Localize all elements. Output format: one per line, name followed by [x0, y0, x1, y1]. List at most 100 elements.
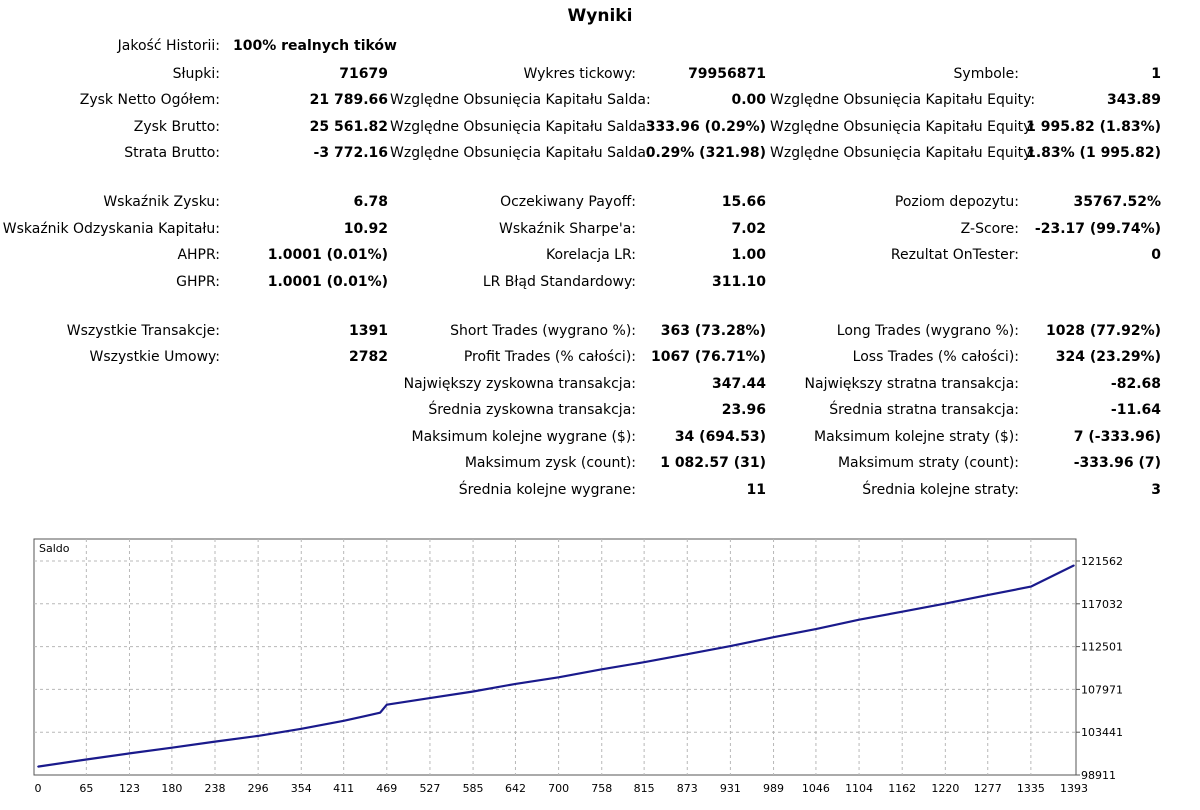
stat-value: 1 — [1151, 66, 1161, 82]
stat-label: Poziom depozytu: — [894, 194, 1019, 210]
stat-value: 363 (73.28%) — [660, 323, 766, 339]
stat-value: 71679 — [339, 66, 388, 82]
x-tick-label: 989 — [763, 782, 784, 795]
balance-point — [686, 653, 689, 655]
stat-value: 7.02 — [731, 221, 766, 237]
stat-label: Słupki: — [172, 66, 220, 82]
x-tick-label: 1335 — [1017, 782, 1045, 795]
balance-point — [557, 676, 560, 679]
x-tick-label: 1162 — [888, 782, 916, 795]
stat-label: Względne Obsunięcia Kapitału Equity: — [770, 92, 1036, 108]
stat-value: 1067 (76.71%) — [651, 349, 766, 365]
stat-value: 1.0001 (0.01%) — [267, 274, 388, 290]
y-tick-label: 117032 — [1081, 598, 1123, 611]
x-tick-label: 527 — [419, 782, 440, 795]
x-tick-label: 1277 — [974, 782, 1002, 795]
stat-label: Największy zyskowna transakcja: — [403, 376, 636, 392]
stat-label: Wykres tickowy: — [523, 66, 636, 82]
balance-point — [986, 594, 989, 596]
stat-label: Średnia zyskowna transakcja: — [428, 402, 636, 418]
balance-point — [944, 602, 947, 605]
stat-label: Średnia kolejne straty: — [862, 482, 1019, 498]
balance-point — [379, 711, 381, 714]
x-tick-label: 931 — [720, 782, 741, 795]
balance-point — [729, 645, 732, 647]
x-tick-label: 642 — [505, 782, 526, 795]
stat-label: Wskaźnik Odzyskania Kapitału: — [2, 221, 220, 237]
x-tick-label: 1393 — [1060, 782, 1088, 795]
stat-label: Zysk Brutto: — [133, 119, 220, 135]
stat-label: Wskaźnik Sharpe'a: — [499, 221, 636, 237]
stat-value: 25 561.82 — [309, 119, 388, 135]
stat-value: -82.68 — [1110, 376, 1161, 392]
stat-value: 1 995.82 (1.83%) — [1026, 119, 1161, 135]
balance-point — [386, 703, 388, 706]
stat-value: -23.17 (99.74%) — [1034, 221, 1161, 237]
stat-value: 21 789.66 — [309, 92, 388, 108]
balance-point — [364, 715, 367, 717]
x-tick-label: 585 — [463, 782, 484, 795]
y-tick-label: 107971 — [1081, 683, 1123, 696]
x-tick-label: 238 — [205, 782, 226, 795]
x-tick-label: 296 — [248, 782, 269, 795]
stat-label: Wskaźnik Zysku: — [103, 194, 220, 210]
y-tick-label: 112501 — [1081, 641, 1123, 654]
x-tick-label: 1220 — [931, 782, 959, 795]
stat-value: 1 082.57 (31) — [660, 455, 766, 471]
stat-value: -11.64 — [1110, 402, 1161, 418]
stat-label: Względne Obsunięcia Kapitału Salda: — [390, 92, 651, 108]
stat-label: Zysk Netto Ogółem: — [79, 92, 220, 108]
balance-point — [815, 628, 817, 630]
stat-value: 6.78 — [353, 194, 388, 210]
y-tick-label: 98911 — [1081, 769, 1116, 782]
stat-value: -333.96 (7) — [1073, 455, 1161, 471]
balance-point — [37, 765, 39, 768]
x-tick-label: 1046 — [802, 782, 830, 795]
balance-point — [85, 758, 88, 761]
balance-point — [472, 690, 474, 693]
x-tick-label: 65 — [79, 782, 93, 795]
stat-label: Maksimum zysk (count): — [464, 455, 636, 471]
plot-frame — [33, 538, 1077, 776]
stat-label: Maksimum straty (count): — [837, 455, 1019, 471]
stat-label: AHPR: — [177, 247, 220, 263]
stat-label: Największy stratna transakcja: — [804, 376, 1019, 392]
balance-point — [600, 668, 603, 671]
x-tick-label: 0 — [35, 782, 42, 795]
y-tick-label: 103441 — [1081, 726, 1123, 739]
stat-value: 324 (23.29%) — [1055, 349, 1161, 365]
history-quality-label: Jakość Historii: — [117, 38, 220, 54]
stat-label: Względne Obsunięcia Kapitału Salda: — [390, 145, 651, 161]
balance-point — [257, 735, 259, 737]
stat-value: 1028 (77.92%) — [1046, 323, 1161, 339]
y-tick-label: 121562 — [1081, 555, 1123, 568]
stat-value: 34 (694.53) — [674, 429, 766, 445]
stat-label: Średnia kolejne wygrane: — [458, 482, 636, 498]
balance-point — [300, 728, 303, 730]
stat-value: 1.83% (1 995.82) — [1026, 145, 1161, 161]
x-tick-label: 354 — [291, 782, 312, 795]
stat-value: 35767.52% — [1073, 194, 1161, 210]
x-tick-label: 469 — [376, 782, 397, 795]
balance-point — [858, 618, 860, 621]
x-tick-label: 815 — [634, 782, 655, 795]
stat-label: Symbole: — [953, 66, 1019, 82]
x-tick-label: 700 — [548, 782, 569, 795]
x-tick-label: 123 — [119, 782, 140, 795]
stat-label: Rezultat OnTester: — [890, 247, 1019, 263]
stat-label: Wszystkie Transakcje: — [66, 323, 220, 339]
results-title: Wyniki — [567, 6, 633, 26]
balance-point — [514, 683, 517, 685]
stat-label: Z-Score: — [960, 221, 1019, 237]
stat-label: Korelacja LR: — [545, 247, 636, 263]
stat-value: 15.66 — [721, 194, 766, 210]
stat-value: 1.00 — [731, 247, 766, 263]
stat-label: Względne Obsunięcia Kapitału Equity: — [770, 119, 1036, 135]
stat-value: 11 — [746, 482, 766, 498]
balance-point — [171, 746, 173, 749]
balance-chart: 0 65 123 180 238 296 354 411 469 527 585 642 700 758 8… — [33, 538, 1123, 795]
chart-title: Saldo — [39, 542, 70, 555]
stat-label: Średnia stratna transakcja: — [829, 402, 1019, 418]
stat-value: 79956871 — [688, 66, 766, 82]
stat-label: Względne Obsunięcia Kapitału Salda: — [390, 119, 651, 135]
